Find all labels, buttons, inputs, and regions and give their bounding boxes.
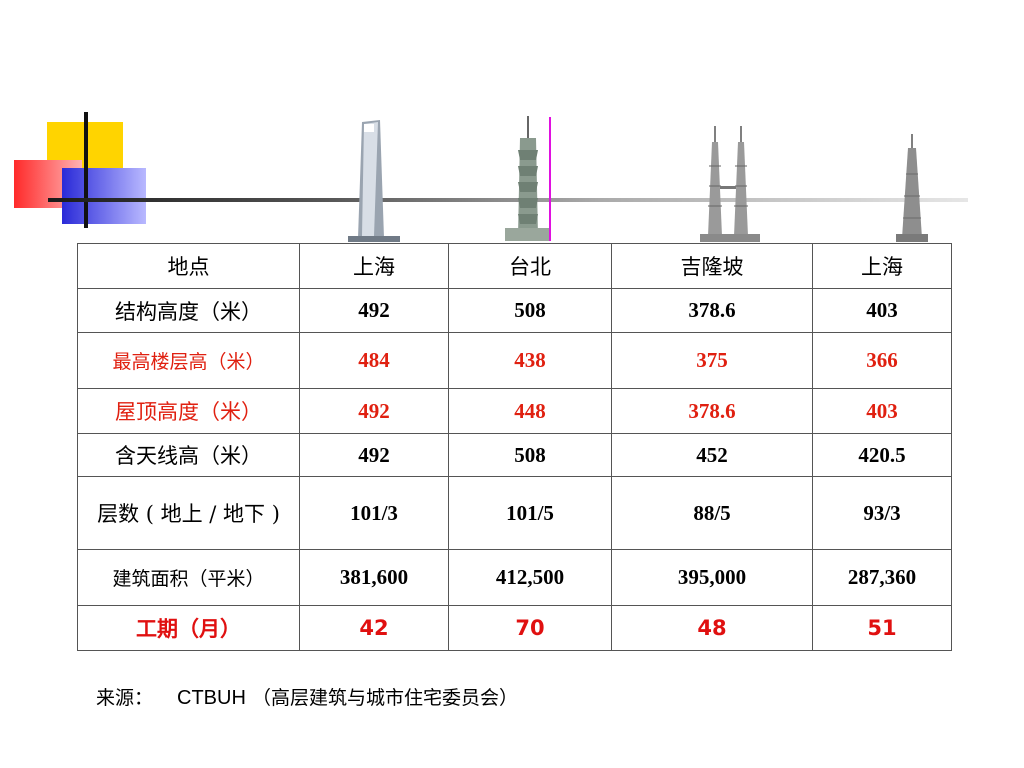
row-label: 建筑面积（平米） [77, 549, 300, 606]
table-row: 结构高度（米） 492 508 378.6 403 [77, 288, 952, 333]
source-prefix: 来源： [96, 687, 154, 709]
row-label: 层数 ( 地上 / 地下 ) [77, 476, 300, 550]
table-cell: 484 [299, 332, 449, 389]
taipei-101-tower-image [505, 116, 551, 241]
table-cell: 420.5 [812, 433, 952, 477]
table-cell: 508 [448, 433, 612, 477]
table-row: 屋顶高度（米） 492 448 378.6 403 [77, 388, 952, 434]
row-label: 含天线高（米） [77, 433, 300, 477]
decor-blue-square [62, 168, 146, 224]
table-cell: 448 [448, 388, 612, 434]
table-cell: 88/5 [611, 476, 813, 550]
table-cell: 378.6 [611, 388, 813, 434]
table-row: 含天线高（米） 492 508 452 420.5 [77, 433, 952, 477]
row-label: 屋顶高度（米） [77, 388, 300, 434]
table-cell: 395,000 [611, 549, 813, 606]
table-cell: 42 [299, 605, 449, 651]
table-cell: 381,600 [299, 549, 449, 606]
table-cell: 492 [299, 288, 449, 333]
shanghai-wfc-tower-image [348, 120, 400, 242]
source-org-description: （高层建筑与城市住宅委员会） [251, 687, 518, 709]
table-cell: 101/3 [299, 476, 449, 550]
table-cell: 287,360 [812, 549, 952, 606]
skyscraper-comparison-table: 地点 上海 台北 吉隆坡 上海 结构高度（米） 492 508 378.6 40… [77, 243, 952, 651]
table-cell: 412,500 [448, 549, 612, 606]
table-cell: 492 [299, 388, 449, 434]
row-label: 工期（月） [77, 605, 300, 651]
header-cell-city: 上海 [812, 243, 952, 289]
table-cell: 378.6 [611, 288, 813, 333]
decor-magenta-line [549, 117, 551, 241]
decor-vertical-line [84, 112, 88, 228]
table-cell: 452 [611, 433, 813, 477]
table-cell: 366 [812, 332, 952, 389]
table-row: 工期（月） 42 70 48 51 [77, 605, 952, 651]
table-row: 层数 ( 地上 / 地下 ) 101/3 101/5 88/5 93/3 [77, 476, 952, 550]
header-cell-city: 台北 [448, 243, 612, 289]
table-cell: 375 [611, 332, 813, 389]
jin-mao-tower-image [896, 134, 928, 242]
table-cell: 101/5 [448, 476, 612, 550]
table-cell: 492 [299, 433, 449, 477]
table-header-row: 地点 上海 台北 吉隆坡 上海 [77, 243, 952, 289]
row-label: 最高楼层高（米） [77, 332, 300, 389]
table-cell: 48 [611, 605, 813, 651]
row-label: 结构高度（米） [77, 288, 300, 333]
source-note: 来源： CTBUH （高层建筑与城市住宅委员会） [96, 683, 518, 710]
table-row: 建筑面积（平米） 381,600 412,500 395,000 287,360 [77, 549, 952, 606]
source-org: CTBUH [177, 687, 246, 709]
table-cell: 93/3 [812, 476, 952, 550]
table-row: 最高楼层高（米） 484 438 375 366 [77, 332, 952, 389]
table-cell: 403 [812, 288, 952, 333]
petronas-towers-image [700, 126, 760, 242]
header-cell-city: 上海 [299, 243, 449, 289]
table-cell: 508 [448, 288, 612, 333]
header-cell-city: 吉隆坡 [611, 243, 813, 289]
table-cell: 403 [812, 388, 952, 434]
decor-horizontal-line [48, 198, 968, 202]
table-cell: 70 [448, 605, 612, 651]
table-cell: 51 [812, 605, 952, 651]
table-cell: 438 [448, 332, 612, 389]
header-cell-location: 地点 [77, 243, 300, 289]
